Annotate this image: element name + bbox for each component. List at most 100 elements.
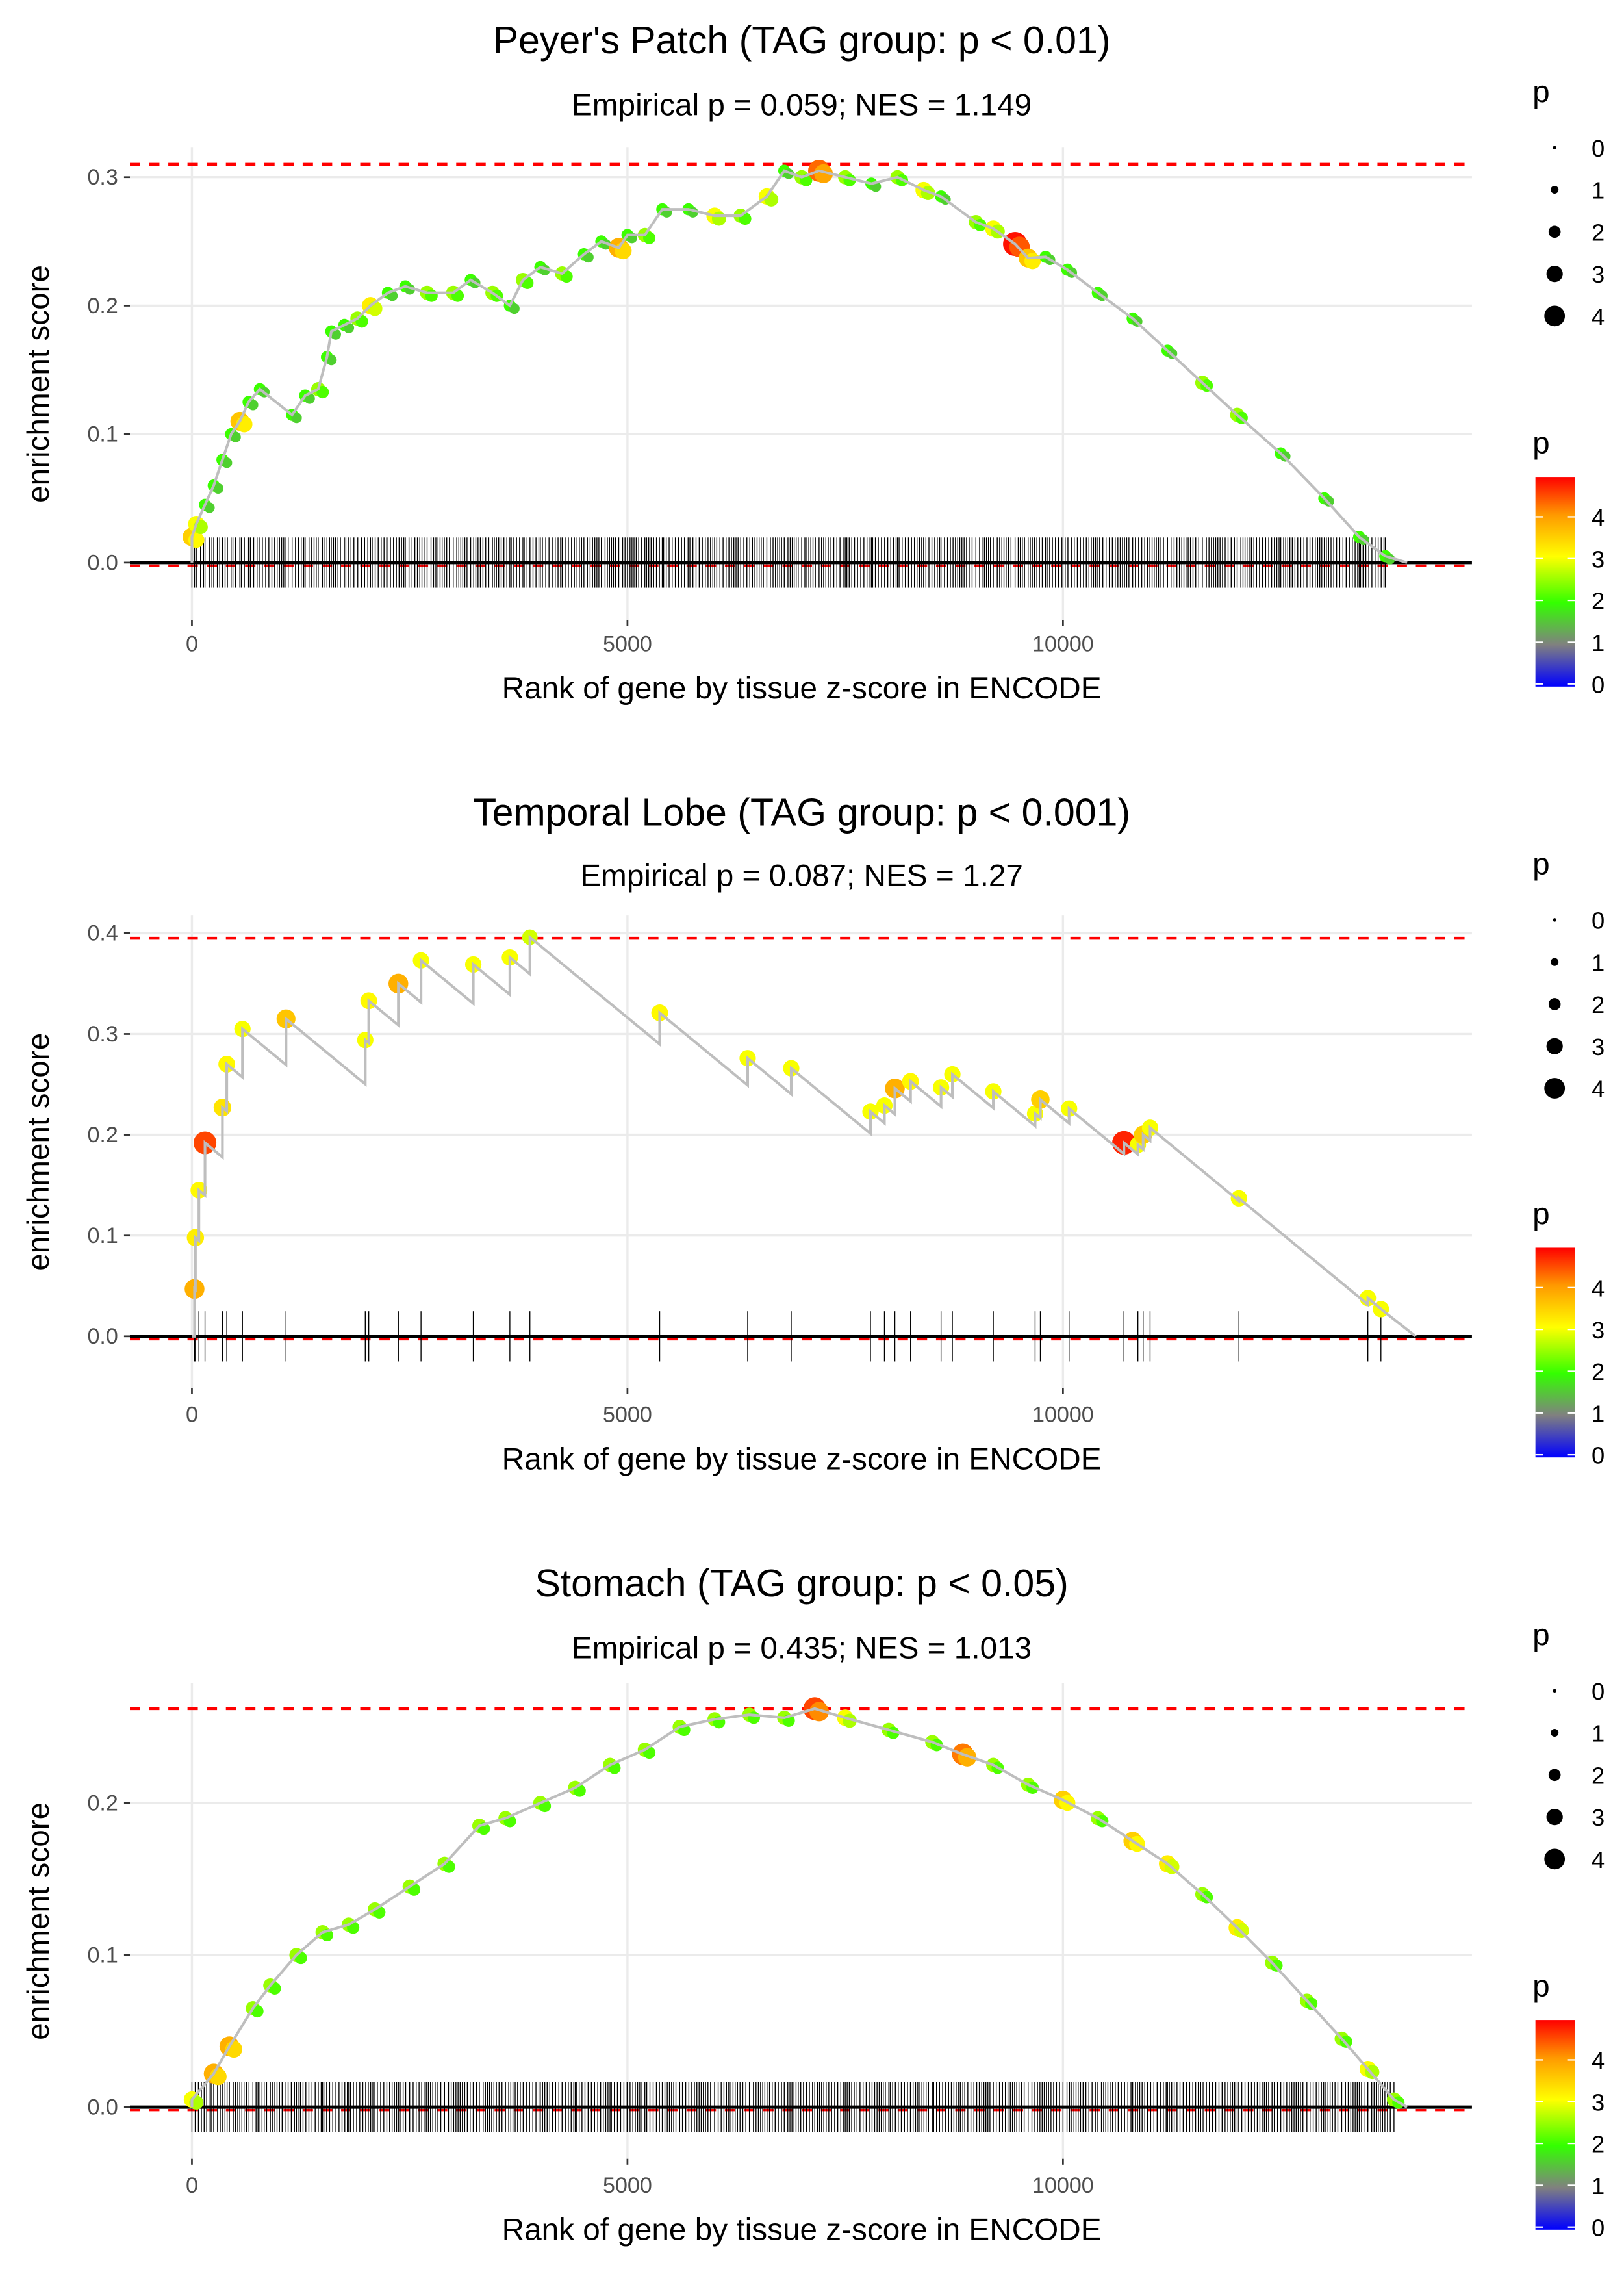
size-legend-dot [1551,958,1559,966]
panel-1: Temporal Lobe (TAG group: p < 0.001) Empi… [21,791,1605,1476]
size-legend-label: 2 [1592,219,1605,246]
color-legend-title: p [1532,1197,1550,1231]
size-legend-label: 2 [1592,1762,1605,1789]
data-point [247,400,259,411]
color-legend-label: 1 [1592,630,1605,656]
x-axis-title: Rank of gene by tissue z-score in ENCODE [502,1442,1102,1476]
x-tick-label: 0 [186,1403,198,1427]
size-legend-title: p [1532,75,1550,109]
size-legend-label: 0 [1592,1678,1605,1705]
color-legend-label: 2 [1592,1359,1605,1385]
chart-subtitle: Empirical p = 0.059; NES = 1.149 [572,88,1032,122]
hit-points [183,159,1395,565]
size-legend-label: 4 [1592,1076,1605,1103]
size-legend-label: 0 [1592,135,1605,162]
data-point [615,242,632,260]
running-es-line [192,934,1417,1338]
chart-title: Stomach (TAG group: p < 0.05) [535,1562,1068,1605]
y-tick-label: 0.3 [87,165,118,190]
x-axis-title: Rank of gene by tissue z-score in ENCODE [502,2213,1102,2247]
size-legend: p 0 1 2 3 4 [1532,847,1605,1102]
y-axis-title: enrichment score [21,1033,56,1271]
data-point [291,412,302,424]
y-tick-label: 0.4 [87,921,118,946]
data-point [509,303,520,314]
x-axis-title: Rank of gene by tissue z-score in ENCODE [502,671,1102,706]
y-axis-title: enrichment score [21,265,56,503]
hit-points [184,929,1389,1318]
size-legend-label: 4 [1592,303,1605,330]
color-legend-label: 1 [1592,2173,1605,2199]
x-tick-label: 10000 [1032,2173,1094,2198]
size-legend-dot [1553,1689,1556,1693]
y-tick-label: 0.1 [87,1223,118,1248]
size-legend-dot [1548,225,1561,238]
y-tick-label: 0.2 [87,1123,118,1147]
size-legend-label: 0 [1592,908,1605,934]
data-point [425,289,438,302]
data-point [764,192,779,207]
color-legend-label: 2 [1592,588,1605,615]
size-legend-dot [1548,998,1561,1010]
data-point [747,1711,760,1724]
colorbar [1535,2020,1575,2230]
color-legend: p 4 3 2 1 0 [1532,426,1605,698]
size-legend-label: 1 [1592,949,1605,976]
size-legend-dot [1546,1038,1563,1054]
color-legend-label: 0 [1592,1442,1605,1469]
chart-subtitle: Empirical p = 0.087; NES = 1.27 [580,859,1023,893]
size-legend-dot [1544,1078,1566,1099]
x-tick-label: 10000 [1032,1403,1094,1427]
size-legend-label: 4 [1592,1846,1605,1873]
data-point [212,483,223,494]
running-es-line [190,169,1408,564]
color-legend-label: 2 [1592,2131,1605,2158]
x-tick-label: 0 [186,632,198,656]
data-point [711,211,726,226]
panel-0: Peyer's Patch (TAG group: p < 0.01) Empir… [21,19,1605,706]
size-legend-dot [1546,265,1563,283]
size-legend: p 0 1 2 3 4 [1532,1618,1605,1873]
data-point [809,1702,830,1722]
y-tick-label: 0.2 [87,1791,118,1815]
data-point [204,502,215,513]
data-point [325,354,337,366]
size-legend-dot [1551,1729,1559,1737]
color-legend: p 4 3 2 1 0 [1532,1969,1605,2242]
color-legend-label: 3 [1592,2089,1605,2115]
y-tick-label: 0.0 [87,1324,118,1349]
size-legend-dot [1544,305,1566,327]
size-legend-dot [1553,146,1556,150]
size-legend-title: p [1532,1618,1550,1652]
size-legend-label: 3 [1592,1804,1605,1831]
x-tick-label: 5000 [603,2173,652,2198]
x-tick-label: 5000 [603,632,652,656]
color-legend-label: 4 [1592,504,1605,531]
size-legend-dot [1551,186,1559,194]
size-legend-label: 1 [1592,1720,1605,1747]
size-legend-dot [1546,1808,1563,1826]
x-tick-label: 10000 [1032,632,1094,656]
y-tick-label: 0.1 [87,1943,118,1967]
size-legend-dot [1544,1848,1566,1870]
colorbar [1535,477,1575,687]
size-legend-label: 1 [1592,177,1605,204]
size-legend: p 0 1 2 3 4 [1532,75,1605,330]
size-legend-label: 3 [1592,261,1605,288]
running-es-line [190,1707,1408,2108]
color-legend-title: p [1532,1969,1550,2004]
color-legend-label: 3 [1592,546,1605,572]
color-legend-label: 0 [1592,671,1605,698]
y-tick-label: 0.2 [87,294,118,318]
y-axis-title: enrichment score [21,1802,56,2040]
color-legend-label: 4 [1592,1275,1605,1301]
chart-subtitle: Empirical p = 0.435; NES = 1.013 [572,1631,1032,1665]
size-legend-title: p [1532,847,1550,881]
y-tick-label: 0.1 [87,422,118,447]
colorbar [1535,1247,1575,1458]
color-legend-label: 4 [1592,2047,1605,2074]
hit-points [183,1697,1405,2110]
color-legend-title: p [1532,426,1550,461]
color-legend: p 4 3 2 1 0 [1532,1197,1605,1469]
